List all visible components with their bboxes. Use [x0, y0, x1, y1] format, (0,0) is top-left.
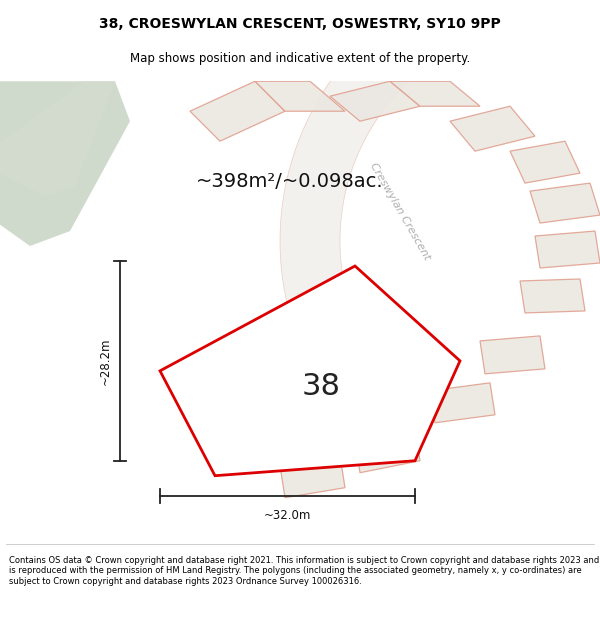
Polygon shape — [520, 279, 585, 313]
Polygon shape — [210, 291, 420, 446]
Polygon shape — [330, 81, 420, 121]
Polygon shape — [255, 81, 345, 111]
Text: Creswylan Crescent: Creswylan Crescent — [368, 161, 432, 261]
Text: ~398m²/~0.098ac.: ~398m²/~0.098ac. — [196, 172, 384, 191]
Polygon shape — [280, 456, 345, 498]
Text: Map shows position and indicative extent of the property.: Map shows position and indicative extent… — [130, 52, 470, 65]
Polygon shape — [390, 81, 480, 106]
Polygon shape — [510, 141, 580, 183]
Polygon shape — [190, 81, 285, 141]
Polygon shape — [530, 183, 600, 223]
Polygon shape — [450, 106, 535, 151]
Polygon shape — [480, 336, 545, 374]
Polygon shape — [355, 429, 420, 472]
Text: Contains OS data © Crown copyright and database right 2021. This information is : Contains OS data © Crown copyright and d… — [9, 556, 599, 586]
Polygon shape — [430, 383, 495, 423]
Polygon shape — [0, 81, 130, 246]
Polygon shape — [0, 81, 115, 196]
Text: ~28.2m: ~28.2m — [98, 337, 112, 384]
Polygon shape — [160, 266, 460, 476]
Text: 38, CROESWYLAN CRESCENT, OSWESTRY, SY10 9PP: 38, CROESWYLAN CRESCENT, OSWESTRY, SY10 … — [99, 18, 501, 31]
Polygon shape — [280, 0, 479, 439]
Polygon shape — [535, 231, 600, 268]
Text: 38: 38 — [302, 372, 341, 401]
Text: ~32.0m: ~32.0m — [264, 509, 311, 522]
